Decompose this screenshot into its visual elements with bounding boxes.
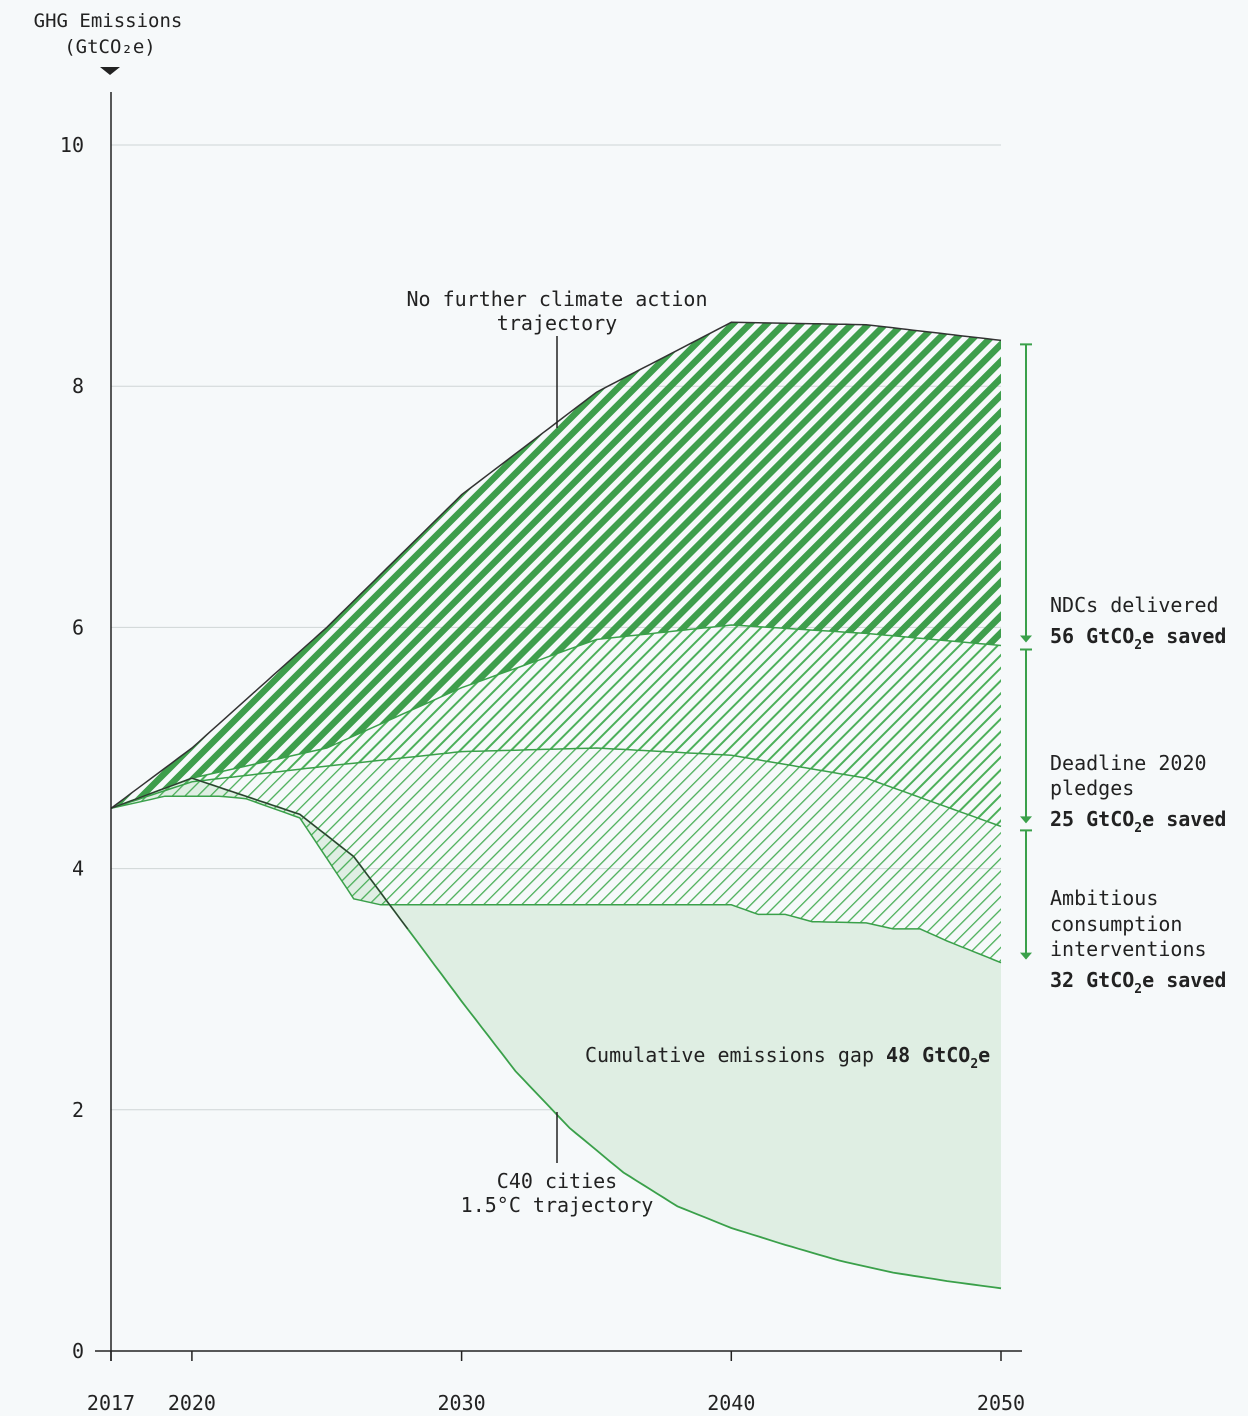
gap-value: 48 GtCO	[886, 1043, 970, 1067]
consumption-bracket-arrow-icon	[1020, 952, 1032, 960]
pledge-line	[110, 747, 1002, 828]
areas	[111, 322, 1001, 1289]
ambitious-value-text: 32 GtCO	[1050, 968, 1134, 992]
pledge-label-line2: pledges	[1050, 776, 1134, 800]
x-tick-label-2030: 2030	[438, 1391, 486, 1415]
ndc-label: NDCs delivered	[1050, 593, 1219, 617]
ambitious-value: 32 GtCO2e saved	[1050, 968, 1226, 997]
axes	[95, 92, 1022, 1361]
pledge-bracket-arrow-icon	[1020, 816, 1032, 824]
gap-label: Cumulative emissions gap 48 GtCO2e	[585, 1043, 990, 1072]
pledge-label-line1: Deadline 2020	[1050, 751, 1207, 775]
ndc-value: 56 GtCO2e saved	[1050, 624, 1226, 653]
x-tick-label-2050: 2050	[977, 1391, 1025, 1415]
consumption-savings-area	[111, 748, 1001, 963]
y-axis-title-line1: GHG Emissions	[34, 10, 183, 32]
y-tick-label-6: 6	[72, 615, 84, 639]
c40-early-line	[110, 777, 409, 930]
x-tick-label-2040: 2040	[707, 1391, 755, 1415]
x-tick-label-2020: 2020	[168, 1391, 216, 1415]
ambitious-suffix: e saved	[1142, 968, 1226, 992]
y-axis-arrow-icon	[100, 67, 120, 75]
emissions-gap-area	[111, 778, 1001, 1289]
ndc-value-text: 56 GtCO	[1050, 624, 1134, 648]
pledge-subscript: 2	[1134, 821, 1142, 836]
y-tick-label-8: 8	[72, 374, 84, 398]
ambitious-label-line1: Ambitious	[1050, 886, 1158, 910]
c40-label-line2: 1.5°C trajectory	[461, 1193, 654, 1217]
pledge-value: 25 GtCO2e saved	[1050, 807, 1226, 836]
c40-label-line1: C40 cities	[497, 1169, 617, 1193]
bau-label-line1: No further climate action	[406, 287, 707, 311]
y-tick-label-10: 10	[60, 133, 84, 157]
ndc-line	[110, 624, 1002, 810]
gap-suffix: e	[978, 1043, 990, 1067]
savings-brackets	[1020, 343, 1032, 960]
ambitious-label-line3: interventions	[1050, 937, 1207, 961]
series-lines	[110, 321, 1002, 1290]
pledge-value-text: 25 GtCO	[1050, 807, 1134, 831]
ambitious-subscript: 2	[1134, 982, 1142, 997]
ndc-savings-area	[111, 322, 1001, 809]
x-tick-label-2017: 2017	[87, 1391, 135, 1415]
pledge-savings-area	[111, 625, 1001, 827]
y-axis-title-line2: (GtCO₂e)	[64, 36, 156, 58]
ndc-subscript: 2	[1134, 638, 1142, 653]
bau-label-line2: trajectory	[497, 311, 617, 335]
y-tick-label-2: 2	[72, 1098, 84, 1122]
gap-subscript: 2	[970, 1057, 978, 1072]
pledge-suffix: e saved	[1142, 807, 1226, 831]
tick-labels: 2017 2020 2030 2040 2050 0 2 4 6 8 10	[60, 133, 1025, 1415]
gap-text: Cumulative emissions gap	[585, 1043, 886, 1067]
ndc-suffix: e saved	[1142, 624, 1226, 648]
consumption-line	[110, 795, 1002, 964]
bau-line	[110, 321, 1002, 809]
y-tick-label-0: 0	[72, 1339, 84, 1363]
ambitious-label-line2: consumption	[1050, 912, 1182, 936]
y-tick-label-4: 4	[72, 857, 84, 881]
y-axis-unit: (GtCO₂e)	[64, 36, 156, 58]
ndc-bracket-arrow-icon	[1020, 635, 1032, 643]
